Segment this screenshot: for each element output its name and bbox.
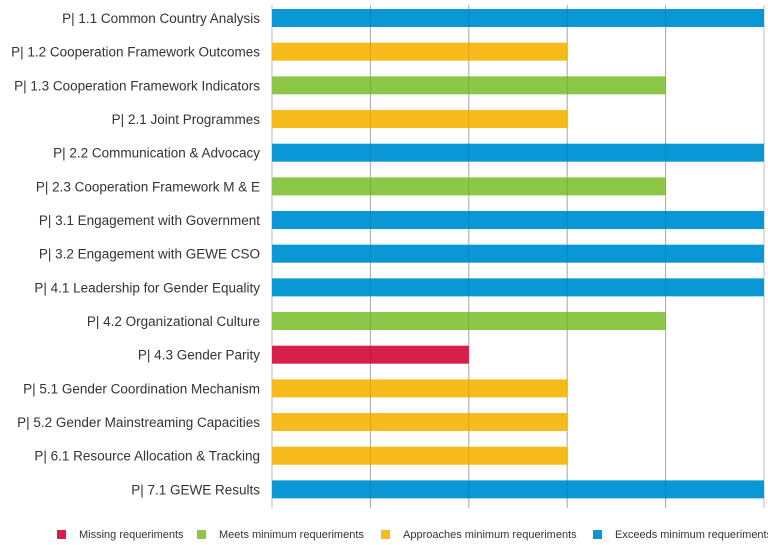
category-label: P| 1.2 Cooperation Framework Outcomes	[11, 45, 260, 60]
category-label: P| 4.2 Organizational Culture	[87, 314, 260, 329]
bar	[272, 143, 764, 162]
category-label: P| 5.2 Gender Mainstreaming Capacities	[17, 415, 260, 430]
category-label: P| 3.1 Engagement with Government	[39, 213, 260, 228]
bar	[272, 312, 666, 331]
category-label: P| 6.1 Resource Allocation & Tracking	[34, 449, 260, 464]
bar	[272, 76, 666, 95]
bar	[272, 446, 568, 465]
legend-label: Approaches minimum requeriments	[403, 529, 577, 541]
bar	[272, 278, 764, 297]
bar	[272, 379, 568, 398]
category-label: P| 2.2 Communication & Advocacy	[53, 146, 260, 161]
legend-swatch	[381, 530, 390, 539]
legend: Missing requeriments Meets minimum requer…	[57, 529, 768, 541]
category-label: P| 4.3 Gender Parity	[138, 348, 260, 363]
bar	[272, 345, 469, 364]
category-label: P| 1.3 Cooperation Framework Indicators	[14, 78, 260, 93]
bar	[272, 480, 764, 499]
legend-label: Exceeds minimum requeriments	[615, 529, 768, 541]
category-label: P| 2.1 Joint Programmes	[112, 112, 261, 127]
bar	[272, 110, 568, 129]
legend-swatch	[57, 530, 66, 539]
legend-label: Meets minimum requeriments	[219, 529, 364, 541]
legend-swatch	[197, 530, 206, 539]
legend-label: Missing requeriments	[79, 529, 184, 541]
category-label: P| 4.1 Leadership for Gender Equality	[34, 280, 260, 295]
category-label: P| 7.1 GEWE Results	[131, 482, 260, 497]
bar	[272, 211, 764, 230]
bar	[272, 413, 568, 432]
legend-swatch	[593, 530, 602, 539]
category-label: P| 5.1 Gender Coordination Mechanism	[23, 381, 260, 396]
category-label: P| 1.1 Common Country Analysis	[62, 11, 260, 26]
bar	[272, 9, 764, 27]
bar	[272, 244, 764, 263]
category-label: P| 2.3 Cooperation Framework M & E	[36, 179, 260, 194]
bar	[272, 42, 568, 61]
category-labels: P| 1.1 Common Country Analysis P| 1.2 Coo…	[11, 11, 260, 497]
bars	[272, 9, 764, 499]
gridlines-overlay	[369, 5, 667, 508]
category-label: P| 3.2 Engagement with GEWE CSO	[39, 247, 260, 262]
bar	[272, 177, 666, 196]
